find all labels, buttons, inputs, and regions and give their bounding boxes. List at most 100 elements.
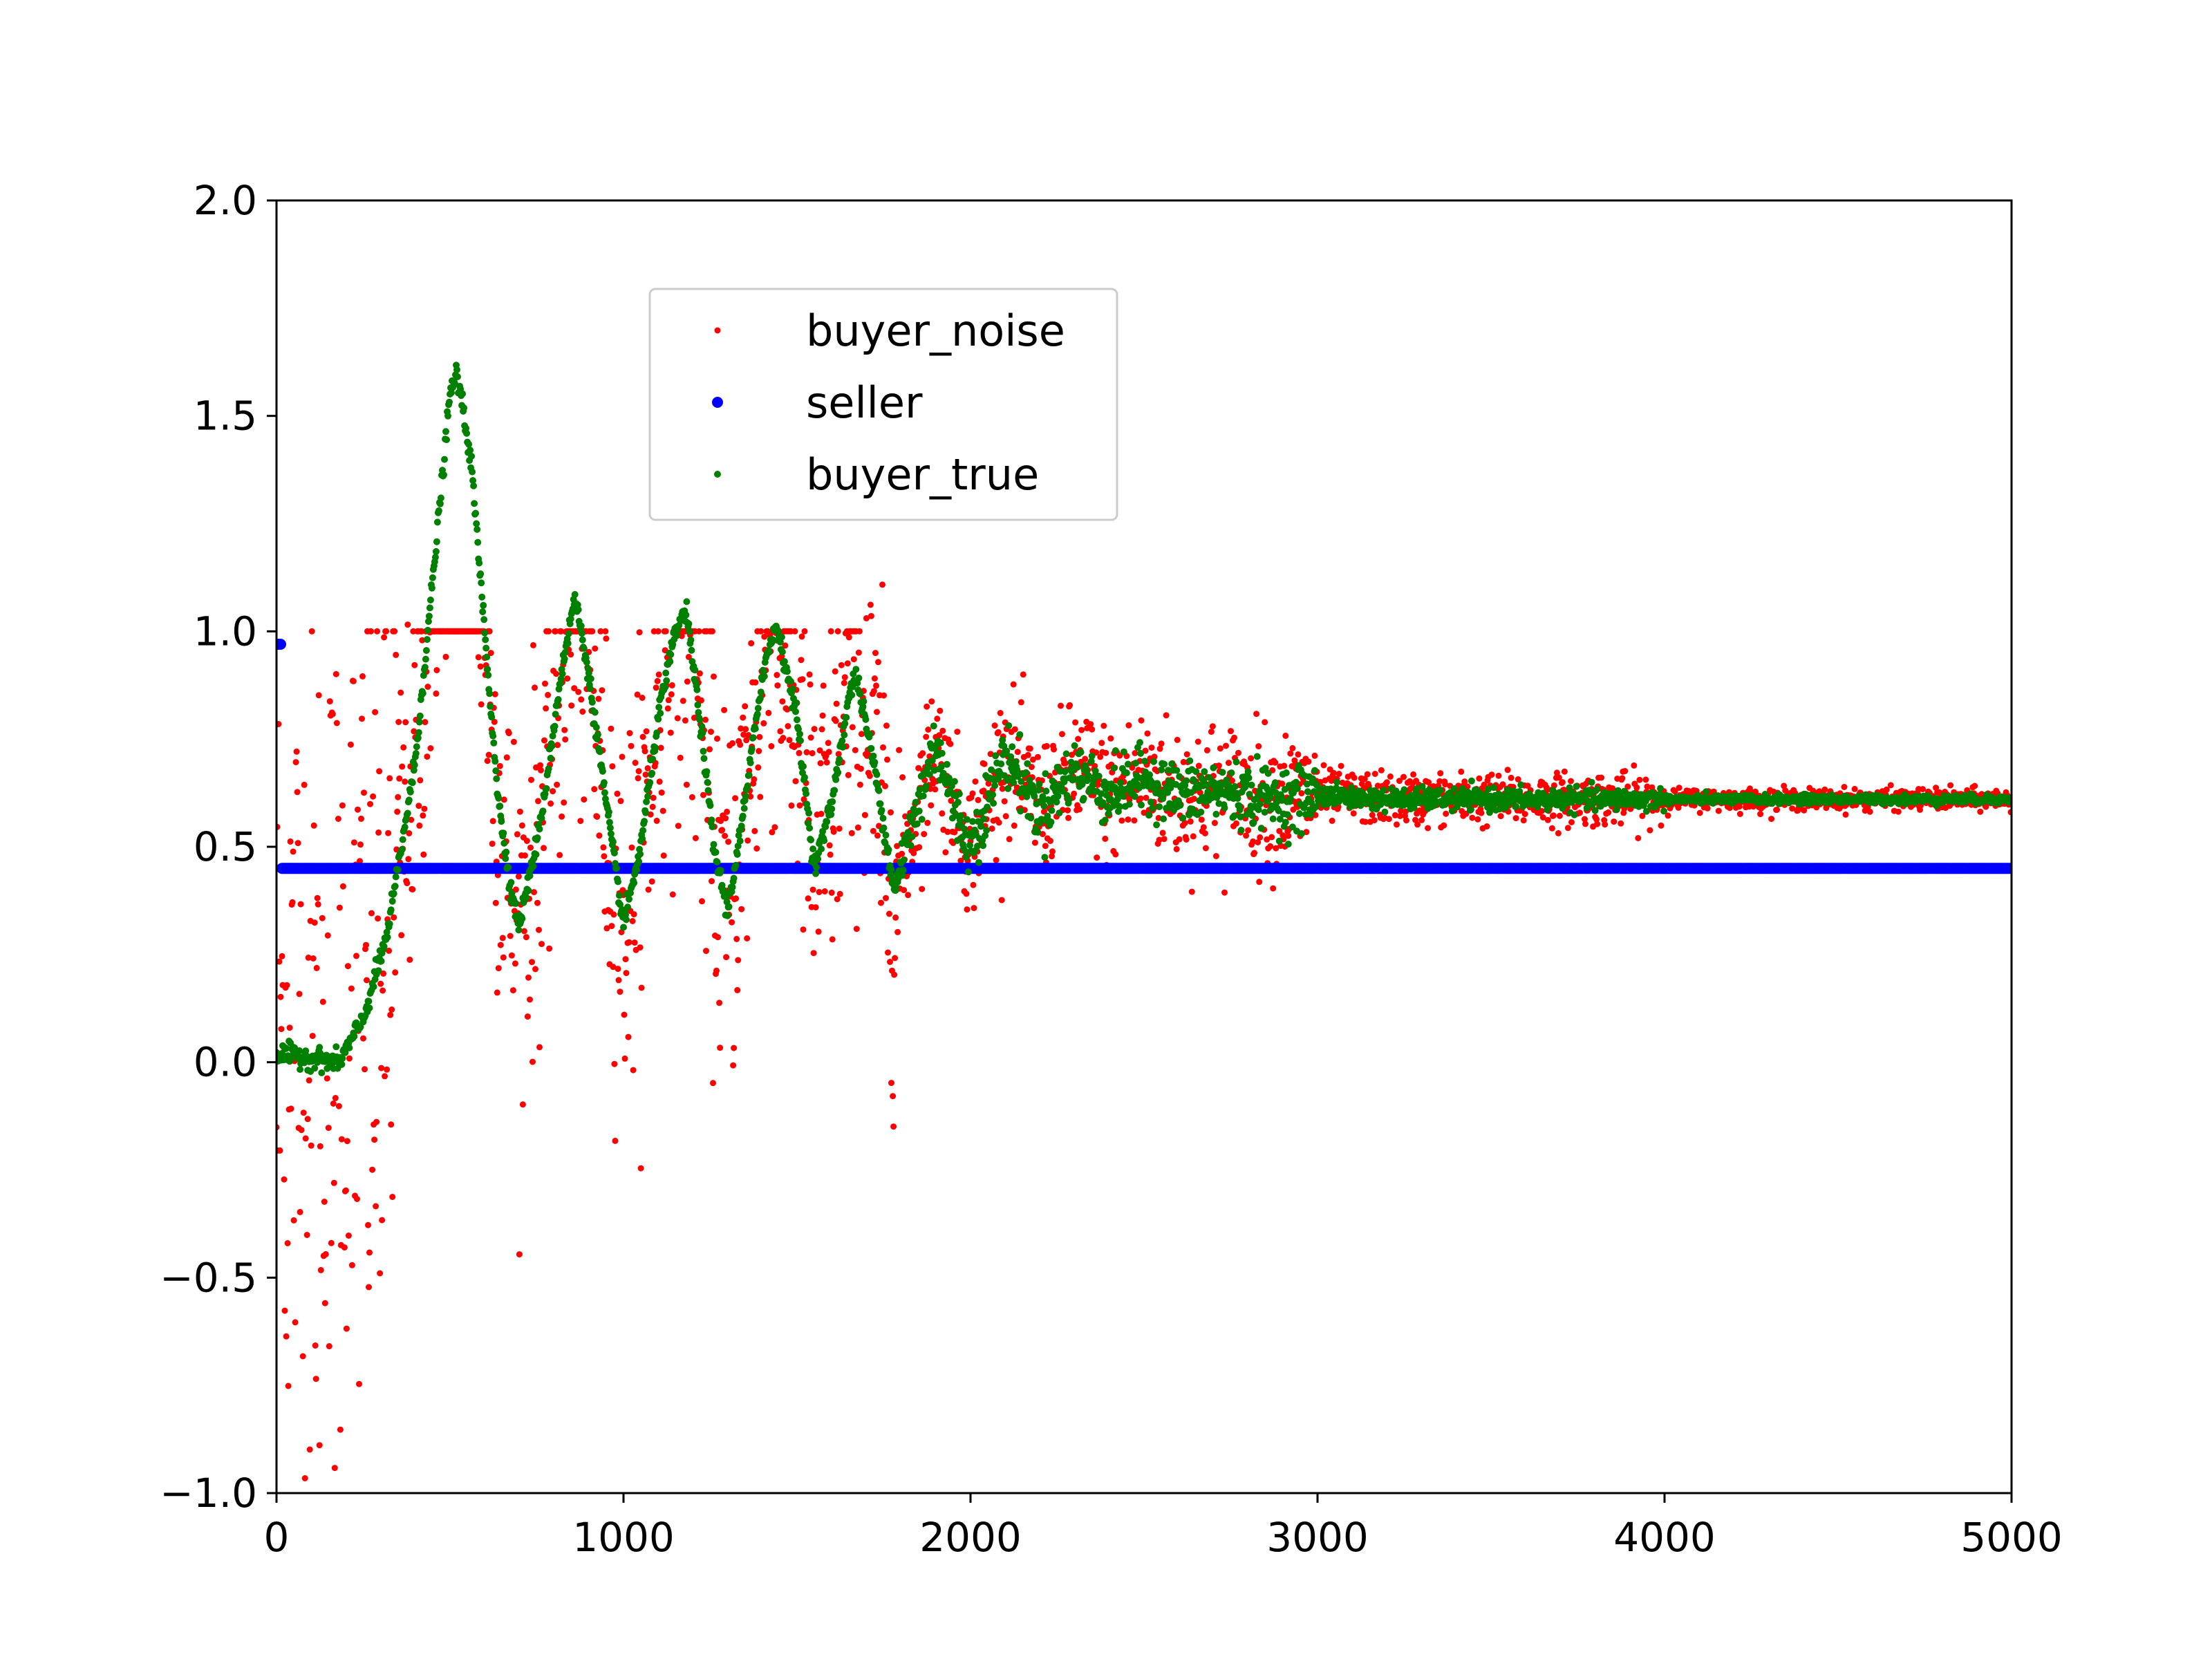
buyer_true-point [1054, 792, 1062, 800]
buyer_noise-point [612, 1137, 619, 1144]
buyer_noise-point [1102, 835, 1109, 842]
buyer_noise-point [743, 737, 750, 744]
buyer_true-point [916, 785, 924, 793]
buyer_true-point [578, 630, 585, 637]
buyer_noise-point [1006, 836, 1013, 843]
buyer_noise-point [654, 677, 661, 684]
buyer_noise-point [336, 904, 343, 911]
buyer_noise-point [1488, 771, 1495, 778]
buyer_noise-point [496, 762, 503, 769]
buyer_true-point [738, 823, 745, 830]
seller-point [2006, 863, 2012, 874]
buyer_true-point [498, 818, 505, 825]
buyer_true-point [797, 737, 804, 744]
buyer_noise-point [1148, 744, 1155, 751]
buyer_noise-point [1156, 836, 1163, 843]
buyer_true-point [1042, 770, 1049, 778]
buyer_true-point [800, 762, 807, 770]
buyer_true-point [607, 830, 615, 838]
buyer_noise-point [740, 714, 747, 721]
buyer_noise-point [1330, 769, 1337, 776]
buyer_noise-point [337, 1426, 344, 1433]
buyer_noise-point [1001, 798, 1008, 805]
buyer_noise-point [378, 1065, 385, 1071]
buyer_noise-point [405, 856, 412, 863]
buyer_noise-point [891, 971, 898, 978]
buyer_noise-point [852, 747, 859, 753]
buyer_true-point [693, 686, 701, 693]
buyer_true-point [990, 800, 997, 807]
buyer_true-point [796, 730, 803, 738]
buyer_true-point [468, 453, 476, 460]
buyer_noise-point [1229, 777, 1235, 784]
buyer_true-point [855, 674, 863, 682]
buyer_noise-point [1553, 769, 1560, 776]
buyer_noise-point [884, 756, 890, 763]
buyer_true-point [419, 689, 427, 697]
buyer_noise-point [841, 679, 847, 686]
buyer_noise-point [1264, 836, 1271, 843]
buyer_noise-point [302, 1135, 309, 1142]
buyer_true-point [424, 626, 431, 634]
buyer_noise-point [1221, 889, 1228, 896]
buyer_noise-point [1644, 783, 1651, 790]
buyer_true-point [338, 1060, 346, 1068]
buyer_noise-point [685, 653, 692, 660]
buyer_noise-point [888, 1080, 894, 1087]
buyer_noise-point [1255, 839, 1262, 845]
buyer_true-point [585, 669, 592, 677]
buyer_noise-point [306, 1446, 313, 1453]
buyer_noise-point [1256, 879, 1263, 885]
buyer_noise-point [578, 696, 585, 703]
buyer_noise-point [1362, 818, 1369, 825]
buyer_true-point [599, 767, 606, 775]
buyer_noise-point [386, 775, 393, 782]
buyer_noise-point [760, 720, 767, 727]
buyer_true-point [732, 861, 740, 869]
buyer_noise-point [768, 743, 775, 749]
buyer_noise-point [988, 825, 995, 832]
buyer_noise-point [1082, 756, 1089, 762]
buyer_true-point [834, 769, 842, 776]
buyer_noise-point [1190, 796, 1197, 803]
buyer_noise-point [422, 719, 429, 726]
buyer_noise-point [668, 682, 675, 688]
buyer_noise-point [491, 718, 498, 725]
buyer_noise-point [738, 725, 744, 732]
buyer_noise-point [1397, 813, 1403, 819]
buyer_noise-point [600, 844, 607, 851]
buyer_true-point [700, 755, 708, 762]
buyer_noise-point [350, 677, 357, 684]
buyer_true-point [1003, 747, 1011, 755]
buyer_true-point [778, 648, 786, 655]
buyer_true-point [433, 538, 440, 545]
buyer_noise-point [1371, 771, 1378, 777]
buyer_noise-point [1524, 782, 1531, 789]
buyer_noise-point [899, 774, 906, 780]
buyer_noise-point [811, 726, 818, 733]
buyer_true-point [644, 793, 652, 800]
buyer_true-point [1005, 722, 1013, 729]
buyer_true-point [487, 702, 494, 710]
buyer_noise-point [308, 628, 315, 635]
buyer_noise-point [827, 628, 834, 635]
buyer_noise-point [886, 910, 892, 917]
buyer_true-point [412, 750, 420, 757]
buyer_noise-point [729, 740, 736, 747]
buyer_noise-point [892, 955, 899, 962]
buyer_true-point [643, 798, 650, 805]
buyer_noise-point [761, 633, 768, 640]
buyer_noise-point [1098, 740, 1105, 747]
buyer_noise-point [796, 749, 803, 756]
buyer_true-point [1006, 759, 1013, 767]
buyer_noise-point [1255, 743, 1262, 750]
buyer_noise-point [344, 963, 351, 970]
buyer_noise-point [753, 845, 760, 852]
buyer_noise-point [400, 744, 407, 751]
buyer_noise-point [343, 1325, 350, 1332]
buyer_true-point [870, 752, 877, 760]
buyer_noise-point [489, 841, 496, 847]
buyer_true-point [481, 629, 489, 637]
buyer_true-point [609, 838, 617, 845]
buyer_noise-point [433, 667, 440, 673]
